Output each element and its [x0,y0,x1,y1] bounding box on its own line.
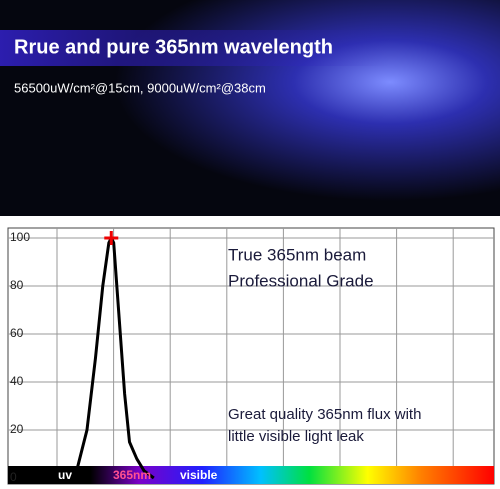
plot-frame [7,227,495,485]
annotation: Great quality 365nm flux with [228,406,421,423]
y-tick-label: 0 [10,470,17,484]
annotation: True 365nm beam [228,245,366,264]
band-label: visible [180,468,218,482]
band-label: 365nm [113,468,151,482]
spectrum-bar [8,466,494,484]
y-tick-label: 60 [10,326,24,340]
annotation: little visible light leak [228,428,364,445]
y-tick-label: 80 [10,278,24,292]
annotation: Professional Grade [228,271,374,290]
banner-title: Rrue and pure 365nm wavelength [14,36,333,58]
y-tick-label: 20 [10,422,24,436]
title-band [0,30,390,66]
banner-subtitle: 56500uW/cm²@15cm, 9000uW/cm²@38cm [14,80,266,95]
peak-marker [104,231,119,245]
y-tick-label: 40 [10,374,24,388]
band-label: uv [58,468,72,482]
y-tick-label: 100 [10,230,30,244]
spectrum-line [73,236,155,480]
